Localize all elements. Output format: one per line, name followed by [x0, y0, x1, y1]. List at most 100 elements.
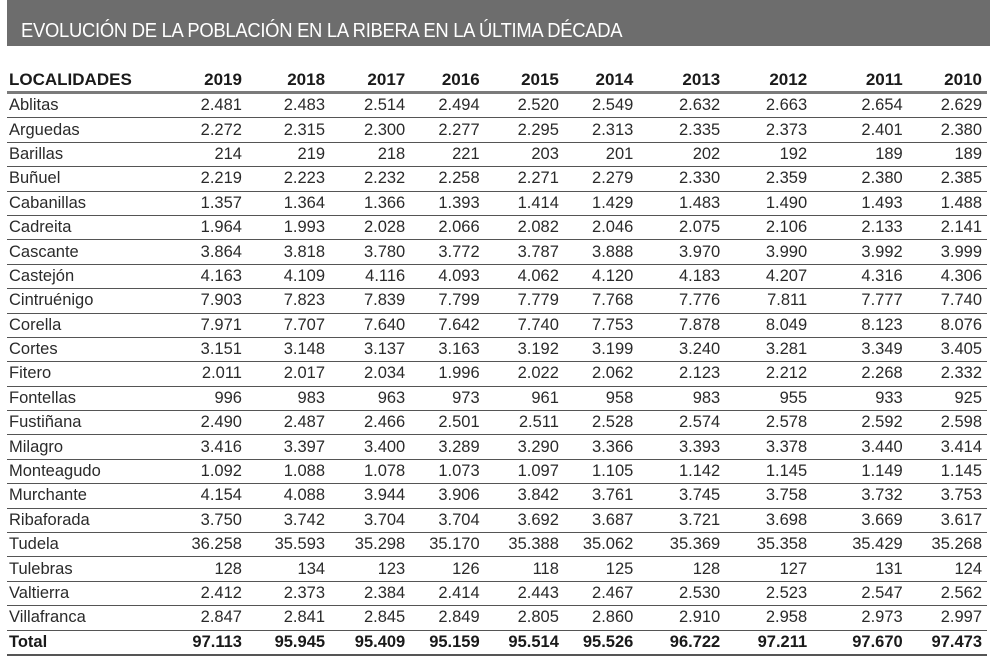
- column-header-year: 2016: [410, 68, 485, 94]
- population-value: 1.429: [563, 191, 639, 216]
- population-value: 3.772: [410, 239, 485, 265]
- table-row: Buñuel 2.219 2.223 2.232 2.258 2.271 2.279 2.33…: [7, 166, 987, 192]
- population-value: 3.704: [330, 508, 411, 534]
- population-value: 3.349: [812, 337, 908, 363]
- population-value: 2.359: [725, 166, 813, 192]
- population-value: 955: [725, 386, 813, 412]
- population-value: 3.397: [246, 434, 331, 460]
- population-value: 2.123: [638, 361, 726, 387]
- population-value: 2.414: [410, 581, 485, 607]
- locality-name: Cascante: [7, 239, 166, 265]
- locality-name: Tulebras: [7, 556, 166, 582]
- population-value: 2.268: [812, 361, 908, 387]
- population-value: 7.799: [410, 288, 485, 314]
- population-value: 1.357: [165, 191, 247, 216]
- population-value: 7.642: [410, 313, 485, 338]
- table-row: Valtierra 2.412 2.373 2.384 2.414 2.443 2.467 2…: [7, 581, 987, 607]
- population-value: 3.440: [812, 434, 908, 460]
- population-value: 3.970: [638, 239, 726, 265]
- table-row: Murchante 4.154 4.088 3.944 3.906 3.842 3.761 3…: [7, 483, 987, 509]
- population-value: 3.761: [563, 483, 639, 509]
- population-value: 933: [812, 386, 908, 412]
- population-value: 3.990: [725, 239, 813, 265]
- population-value: 2.279: [563, 166, 639, 192]
- population-value: 3.698: [725, 508, 813, 534]
- population-value: 3.704: [410, 508, 485, 534]
- population-value: 3.289: [410, 434, 485, 460]
- column-header-year: 2015: [484, 68, 564, 94]
- population-value: 2.841: [246, 605, 331, 631]
- locality-name: Arguedas: [7, 117, 166, 143]
- population-value: 124: [907, 556, 987, 582]
- population-value: 4.093: [410, 264, 485, 290]
- population-value: 192: [725, 142, 813, 168]
- population-value: 128: [165, 556, 247, 582]
- population-value: 3.290: [484, 434, 564, 460]
- locality-name: Corella: [7, 313, 166, 338]
- table-row: Fitero 2.011 2.017 2.034 1.996 2.022 2.062 2.12…: [7, 361, 987, 387]
- population-value: 2.849: [410, 605, 485, 631]
- population-value: 961: [484, 386, 564, 412]
- population-value: 2.300: [330, 117, 411, 143]
- population-value: 3.400: [330, 434, 411, 460]
- population-value: 4.088: [246, 483, 331, 509]
- population-value: 2.574: [638, 410, 726, 436]
- population-value: 3.906: [410, 483, 485, 509]
- population-value: 983: [246, 386, 331, 412]
- population-value: 3.393: [638, 434, 726, 460]
- population-value: 1.145: [725, 459, 813, 485]
- population-value: 2.330: [638, 166, 726, 192]
- population-value: 4.183: [638, 264, 726, 290]
- population-value: 958: [563, 386, 639, 412]
- population-value: 203: [484, 142, 564, 168]
- locality-name: Cabanillas: [7, 191, 166, 216]
- table-row: Fustiñana 2.490 2.487 2.466 2.501 2.511 2.528 2…: [7, 410, 987, 436]
- population-value: 7.768: [563, 288, 639, 314]
- population-value: 3.944: [330, 483, 411, 509]
- population-value: 2.034: [330, 361, 411, 387]
- table-row: Fontellas 996 983 963 973 961 958 983 955 933 925: [7, 386, 987, 412]
- population-value: 2.082: [484, 215, 564, 241]
- population-value: 3.366: [563, 434, 639, 460]
- population-value: 2.997: [907, 605, 987, 631]
- table-row: Corella 7.971 7.707 7.640 7.642 7.740 7.753 7.8…: [7, 313, 987, 338]
- population-value: 3.864: [165, 239, 247, 265]
- population-value: 2.629: [907, 92, 987, 119]
- population-value: 2.958: [725, 605, 813, 631]
- population-value: 3.405: [907, 337, 987, 363]
- population-value: 2.066: [410, 215, 485, 241]
- population-value: 7.903: [165, 288, 247, 314]
- population-value: 3.192: [484, 337, 564, 363]
- population-value: 3.780: [330, 239, 411, 265]
- population-value: 1.097: [484, 459, 564, 485]
- population-value: 2.483: [246, 92, 331, 119]
- population-value: 2.022: [484, 361, 564, 387]
- population-value: 1.092: [165, 459, 247, 485]
- population-value: 8.076: [907, 313, 987, 338]
- population-value: 3.842: [484, 483, 564, 509]
- locality-name: Ablitas: [7, 92, 166, 119]
- population-value: 202: [638, 142, 726, 168]
- population-value: 3.692: [484, 508, 564, 534]
- table-header-row: LOCALIDADES 2019 2018 2017 2016 2015 2014 2013 2…: [7, 68, 987, 94]
- population-value: 2.062: [563, 361, 639, 387]
- population-value: 3.617: [907, 508, 987, 534]
- table-row: Cadreita 1.964 1.993 2.028 2.066 2.082 2.046 2.…: [7, 215, 987, 241]
- table-row: Barillas 214 219 218 221 203 201 202 192 189 189: [7, 142, 987, 168]
- population-value: 4.154: [165, 483, 247, 509]
- population-value: 4.120: [563, 264, 639, 290]
- population-value: 2.562: [907, 581, 987, 607]
- locality-name: Murchante: [7, 483, 166, 509]
- population-value: 2.295: [484, 117, 564, 143]
- population-value: 7.823: [246, 288, 331, 314]
- population-value: 925: [907, 386, 987, 412]
- population-value: 1.078: [330, 459, 411, 485]
- table-body: Ablitas 2.481 2.483 2.514 2.494 2.520 2.549 2.6…: [7, 92, 987, 656]
- population-value: 3.742: [246, 508, 331, 534]
- population-value: 4.116: [330, 264, 411, 290]
- total-value: 95.159: [410, 630, 485, 656]
- population-value: 7.779: [484, 288, 564, 314]
- population-value: 2.578: [725, 410, 813, 436]
- table-row: Monteagudo 1.092 1.088 1.078 1.073 1.097 1.105…: [7, 459, 987, 485]
- page-title: EVOLUCIÓN DE LA POBLACIÓN EN LA RIBERA E…: [21, 20, 623, 42]
